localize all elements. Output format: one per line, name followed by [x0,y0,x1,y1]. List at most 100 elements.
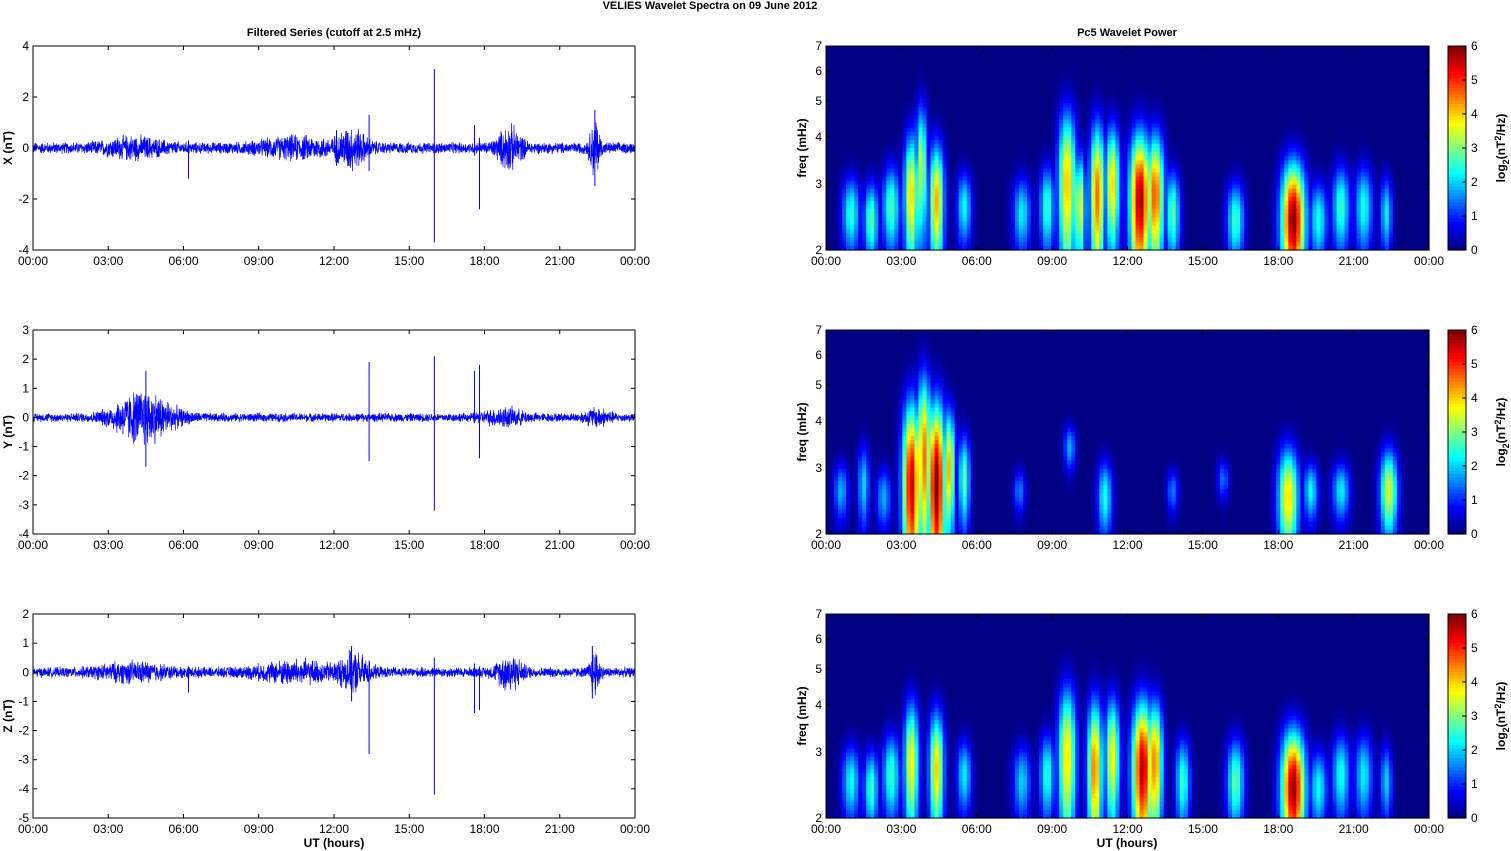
heatmap-cell [1368,119,1374,125]
heatmap-cell [1276,107,1281,112]
heatmap-cell [1408,148,1414,153]
heatmap-cell [846,119,851,125]
heatmap-cell [1211,66,1217,72]
heatmap-cell [1002,135,1008,141]
heatmap-cell [1348,172,1354,178]
heatmap-cell [914,86,920,92]
heatmap-cell [966,70,972,76]
heatmap-cell [842,139,847,145]
heatmap-cell [898,46,903,51]
heatmap-cell [1055,111,1060,116]
heatmap-cell [1372,131,1378,137]
heatmap-cell [1284,103,1289,108]
heatmap-cell [1232,131,1237,137]
heatmap-cell [994,160,1000,165]
heatmap-cell [1203,172,1209,178]
heatmap-cell [1388,139,1394,145]
heatmap-cell [1340,103,1346,108]
heatmap-cell [1316,139,1322,145]
heatmap-cell [1147,90,1153,96]
heatmap-cell [1304,164,1309,169]
heatmap-cell [1215,143,1221,149]
X-series-line [32,122,636,176]
heatmap-cell [870,148,875,153]
heatmap-cell [1316,94,1322,100]
heatmap-cell [1396,152,1402,157]
heatmap-cell [1316,164,1322,169]
heatmap-cell [1416,62,1422,67]
heatmap-cell [1228,135,1233,141]
heatmap-cell [1203,111,1209,116]
heatmap-cell [826,111,831,116]
heatmap-cell [1207,74,1213,80]
heatmap-cell [1348,139,1354,145]
heatmap-cell [918,58,924,63]
heatmap-cell [1014,160,1020,165]
heatmap-cell [1083,152,1088,157]
heatmap-cell [1159,99,1165,104]
heatmap-cell [1031,46,1036,51]
heatmap-cell [1014,99,1020,104]
heatmap-cell [1400,86,1406,92]
heatmap-cell [1203,127,1209,133]
heatmap-cell [1356,152,1362,157]
heatmap-cell [1324,50,1330,55]
heatmap-cell [954,148,960,153]
heatmap-cell [1131,160,1137,165]
heatmap-cell [1022,70,1028,76]
heatmap-cell [910,58,916,63]
heatmap-cell [1079,168,1084,174]
heatmap-cell [1127,78,1133,84]
heatmap-cell [978,78,984,84]
heatmap-cell [1027,148,1032,153]
heatmap-cell [850,94,855,100]
heatmap-cell [922,143,928,149]
heatmap-cell [1408,135,1414,141]
heatmap-cell [890,111,895,116]
heatmap-cell [1006,94,1012,100]
heatmap-cell [946,46,952,51]
heatmap-cell [1022,131,1028,137]
heatmap-cell [1300,164,1305,169]
heatmap-cell [1163,74,1169,80]
heatmap-cell [1014,62,1020,67]
heatmap-cell [1420,111,1426,116]
heatmap-cell [1047,90,1052,96]
heatmap-cell [966,50,972,55]
heatmap-cell [930,135,936,141]
heatmap-cell [1292,90,1297,96]
heatmap-cell [1236,168,1241,174]
heatmap-cell [986,82,992,88]
heatmap-cell [954,127,960,133]
heatmap-cell [1219,119,1225,125]
heatmap-cell [926,139,932,145]
Y-xtick-label: 03:00 [93,538,123,552]
heatmap-cell [1159,70,1165,76]
heatmap-cell [1143,139,1149,145]
heatmap-cell [1071,74,1076,80]
heatmap-cell [1352,156,1358,161]
Y-xtick-label: 09:00 [244,538,274,552]
heatmap-cell [1051,160,1056,165]
heatmap-cell [934,139,940,145]
heatmap-cell [1155,50,1161,55]
heatmap-cell [1404,62,1410,67]
heatmap-cell [890,103,895,108]
heatmap-cell [1352,103,1358,108]
heatmap-cell [978,70,984,76]
heatmap-cell [1380,172,1386,178]
heatmap-cell [842,152,847,157]
heatmap-cell [1059,74,1064,80]
heatmap-cell [1043,74,1048,80]
heatmap-cell [1051,172,1056,178]
heatmap-cell [1300,107,1305,112]
heatmap-cell [854,160,859,165]
heatmap-cell [1002,160,1008,165]
left-column-title: Filtered Series (cutoff at 2.5 mHz) [247,27,422,39]
heatmap-cell [1139,99,1145,104]
heatmap-cell [950,74,956,80]
heatmap-cell [1396,103,1402,108]
heatmap-cell [1103,62,1108,67]
